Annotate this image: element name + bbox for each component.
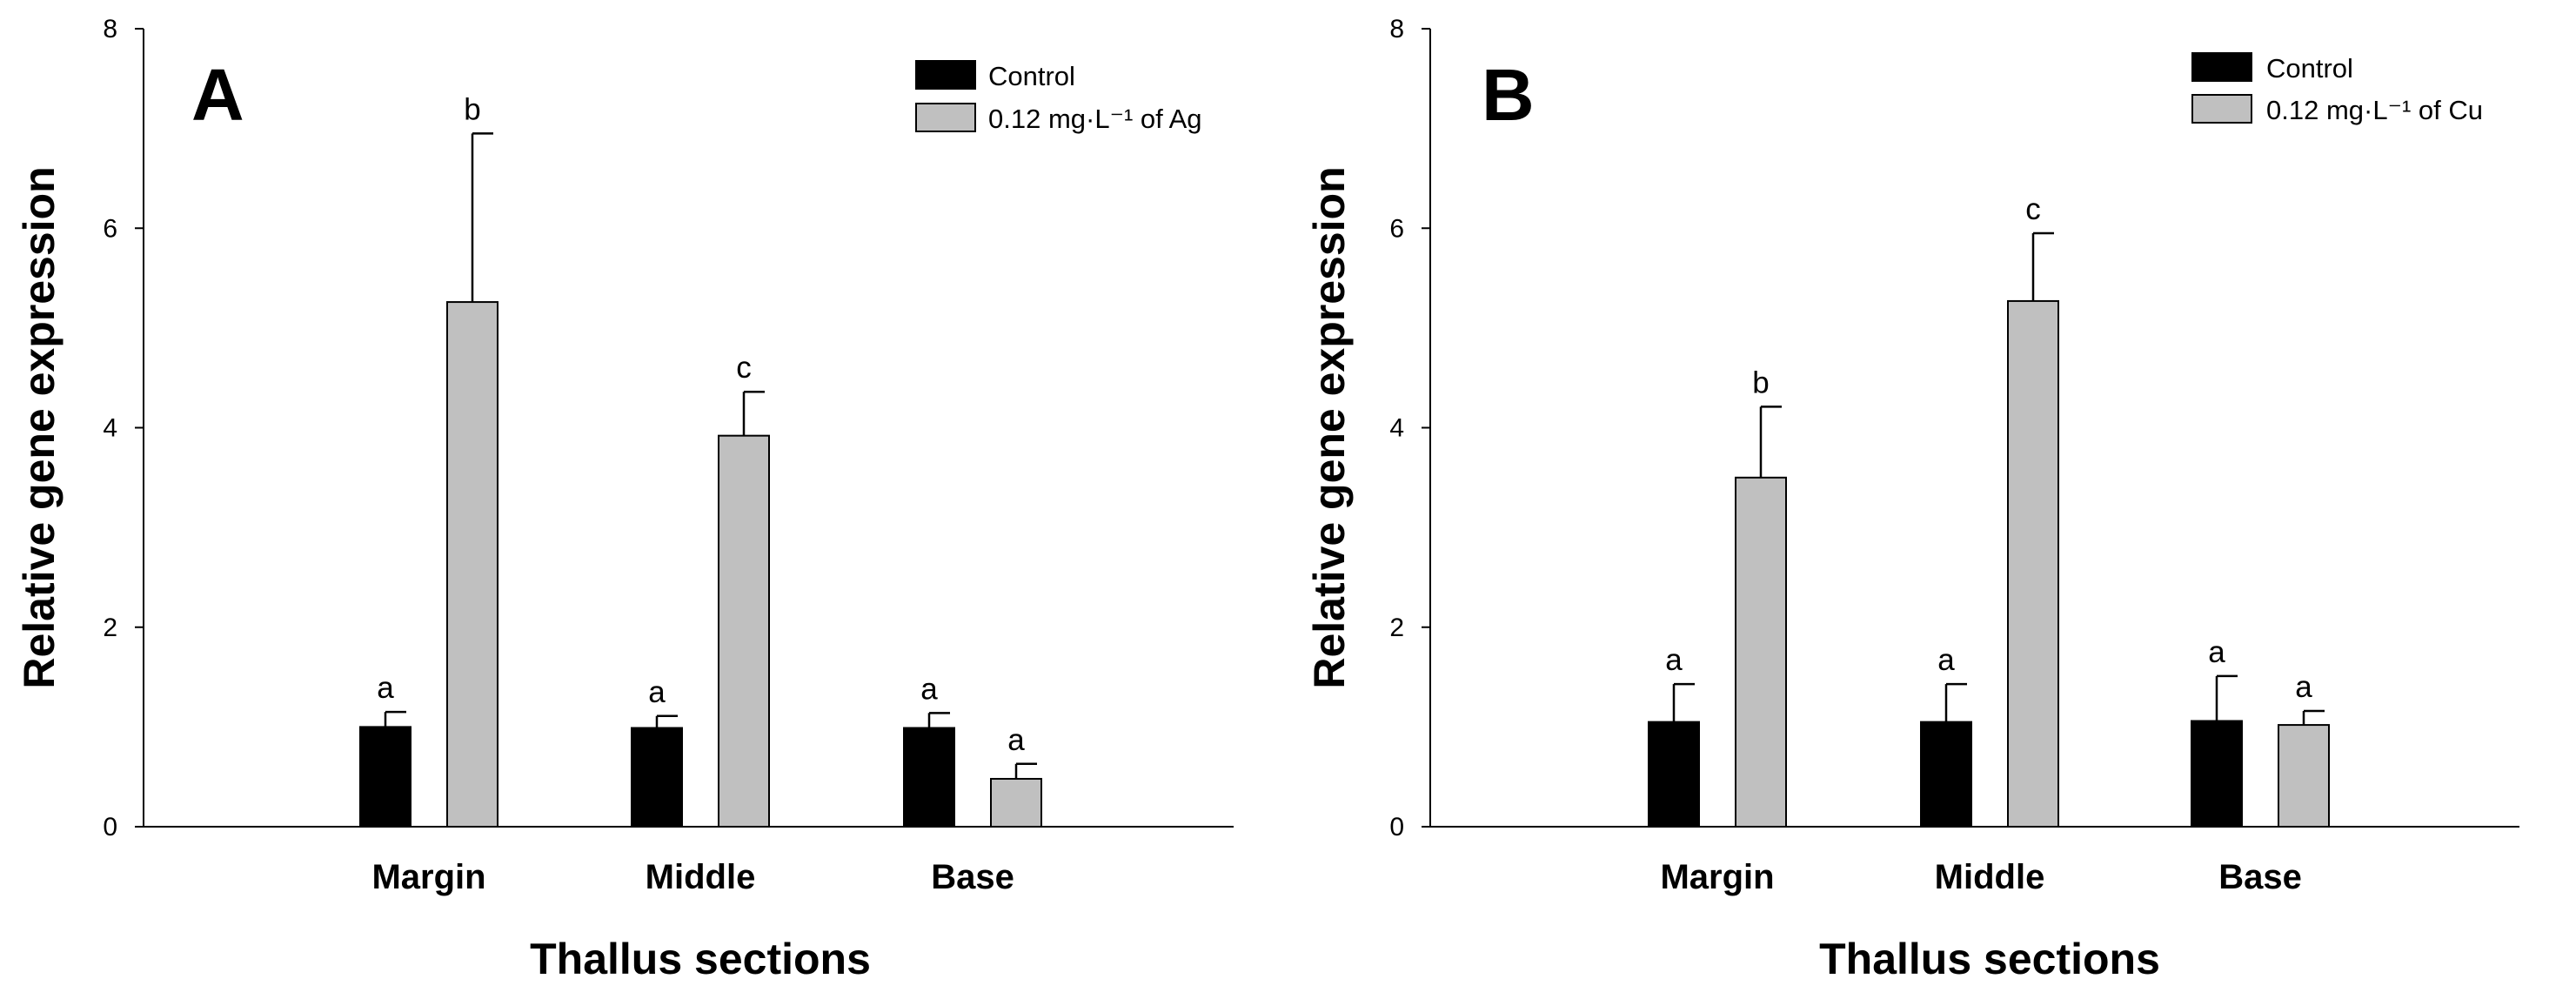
bar-control-margin (359, 726, 411, 828)
y-tick-label: 8 (1389, 15, 1404, 44)
x-tick-label-margin: Margin (371, 858, 485, 896)
bar-treatment-margin (1735, 476, 1787, 828)
legend-label: 0.12 mg·L⁻¹ of Cu (2266, 95, 2483, 125)
significance-label: a (1007, 723, 1025, 757)
panel-a: 0 2 4 6 8 Margin Middle Base a a a b c a A Control 0.12 … (15, 15, 1234, 983)
significance-label: c (736, 351, 752, 385)
legend-swatch (915, 103, 976, 132)
bar-treatment-margin (446, 301, 498, 828)
significance-label: a (648, 675, 666, 709)
bar-treatment-middle (718, 434, 770, 828)
x-tick-label-middle: Middle (1935, 858, 2045, 896)
significance-label: a (2208, 635, 2225, 669)
y-tick-label: 0 (103, 813, 117, 841)
panel-b: 0 2 4 6 8 Margin Middle Base a a a b c a B Control 0.12 … (1305, 15, 2519, 983)
y-tick-label: 2 (1389, 613, 1404, 642)
y-tick-label: 2 (103, 613, 117, 642)
significance-label: b (464, 92, 480, 126)
significance-label: c (2025, 192, 2041, 226)
x-tick-label-middle: Middle (646, 858, 756, 896)
x-tick-label-base: Base (931, 858, 1014, 896)
x-axis-title: Thallus sections (530, 935, 871, 983)
bar-control-base (2191, 720, 2243, 828)
legend-label: 0.12 mg·L⁻¹ of Ag (988, 104, 1202, 134)
x-axis-title: Thallus sections (1819, 935, 2160, 983)
bar-treatment-middle (2007, 299, 2059, 828)
legend-label: Control (988, 61, 1075, 91)
legend-swatch (2191, 52, 2252, 82)
y-tick-label: 4 (103, 414, 117, 443)
y-tick-label: 6 (103, 214, 117, 243)
y-axis-title: Relative gene expression (15, 166, 64, 688)
legend-label: Control (2266, 53, 2353, 84)
panel-letter: B (1482, 54, 1535, 136)
legend-swatch (915, 60, 976, 90)
panel-letter: A (191, 54, 244, 136)
significance-label: a (1937, 643, 1955, 677)
y-tick-label: 8 (103, 15, 117, 44)
significance-label: a (1665, 643, 1683, 677)
significance-label: a (920, 672, 938, 706)
y-axis-title: Relative gene expression (1305, 166, 1354, 688)
bar-treatment-base (2278, 724, 2330, 828)
x-tick-label-base: Base (2218, 858, 2302, 896)
bar-control-base (903, 727, 955, 828)
legend-swatch (2191, 94, 2252, 124)
y-tick-label: 0 (1389, 813, 1404, 841)
bar-control-margin (1648, 721, 1700, 828)
significance-label: a (377, 671, 394, 705)
bar-control-middle (1920, 721, 1972, 828)
bar-treatment-base (990, 777, 1042, 828)
y-tick-label: 4 (1389, 414, 1404, 443)
bar-control-middle (631, 727, 683, 828)
x-tick-label-margin: Margin (1660, 858, 1774, 896)
significance-label: b (1752, 365, 1769, 399)
significance-label: a (2295, 670, 2312, 704)
y-tick-label: 6 (1389, 214, 1404, 243)
